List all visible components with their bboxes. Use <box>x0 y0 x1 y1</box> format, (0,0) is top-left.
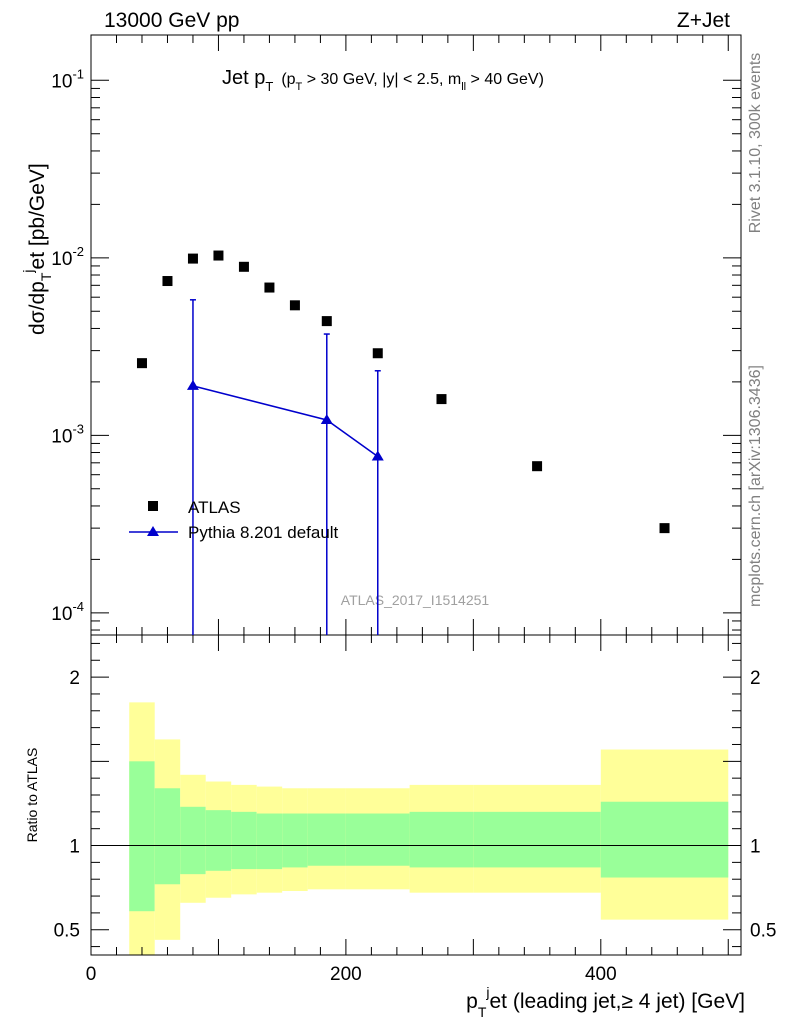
y-tick-label-ratio-right: 2 <box>750 668 761 689</box>
data-point <box>162 276 173 287</box>
mc-point <box>371 450 384 461</box>
x-tick-label: 400 <box>585 964 617 985</box>
y-tick-label-main: 10-3 <box>51 421 84 447</box>
legend-data-marker <box>148 501 158 511</box>
title-cut-close: > 40 GeV) <box>466 71 544 88</box>
inner-band-bin-5 <box>256 813 283 870</box>
title-main: Jet p <box>222 67 265 89</box>
header-left: 13000 GeV pp <box>104 9 239 32</box>
ratio-ylabel: Ratio to ATLAS <box>24 748 40 843</box>
legend-mc-marker <box>147 526 159 536</box>
data-point <box>136 358 147 369</box>
y-tick-label-ratio-right: 0.5 <box>750 921 776 942</box>
mc-point <box>320 413 333 424</box>
title-main-sub: T <box>265 79 273 94</box>
x-tick-label: 200 <box>330 964 362 985</box>
inner-band-bin-11 <box>600 801 729 878</box>
data-point <box>264 282 275 293</box>
data-point <box>238 261 249 272</box>
main-plot-frame <box>90 34 742 636</box>
legend-mc-label: Pythia 8.201 default <box>188 523 339 542</box>
header-right: Z+Jet <box>677 9 730 32</box>
y-tick-label-ratio-left: 2 <box>69 668 80 689</box>
inner-band-bin-0 <box>129 761 155 912</box>
x-tick-label: 0 <box>86 964 97 985</box>
mc-point <box>186 379 199 390</box>
y-tick-label-ratio-right: 1 <box>750 837 761 858</box>
inner-band-bin-8 <box>345 813 410 866</box>
y-tick-label-main: 10-4 <box>51 599 84 625</box>
title-cut-sub: T <box>296 81 303 93</box>
inner-band-bin-1 <box>154 788 181 885</box>
y-tick-label-ratio-left: 0.5 <box>54 921 80 942</box>
y-tick-label-ratio-left: 1 <box>69 837 80 858</box>
data-point <box>372 348 383 359</box>
analysis-watermark: ATLAS_2017_I1514251 <box>341 592 490 608</box>
svg-text:dσ/dpTjet [pb/GeV]: dσ/dpTjet [pb/GeV] <box>20 163 54 335</box>
y-tick-label-main: 10-1 <box>51 66 84 92</box>
inner-band-bin-10 <box>473 811 601 868</box>
data-series <box>136 250 670 534</box>
mcplots-label: mcplots.cern.ch [arXiv:1306.3436] <box>747 365 764 607</box>
mc-series <box>186 299 384 635</box>
rivet-label: Rivet 3.1.10, 300k events <box>747 53 764 234</box>
y-tick-label-main: 10-2 <box>51 244 84 270</box>
data-point <box>436 394 447 405</box>
inner-band-bin-4 <box>231 811 257 870</box>
axis-ticks <box>90 35 741 955</box>
data-point <box>321 316 332 327</box>
mc-line <box>192 385 379 458</box>
data-point <box>659 523 670 534</box>
data-point <box>213 250 224 261</box>
data-point <box>289 300 300 311</box>
inner-band-bin-9 <box>409 811 474 868</box>
title-cut-mid: > 30 GeV, |y| < 2.5, m <box>302 71 461 88</box>
main-ylabel: dσ/dpTjet [pb/GeV] <box>20 163 54 335</box>
inner-band-bin-3 <box>205 810 232 871</box>
inner-band-bin-2 <box>180 806 206 875</box>
ratio-bands <box>129 702 729 955</box>
title-cut-sub2: ll <box>461 81 466 93</box>
legend-data-label: ATLAS <box>188 498 241 517</box>
data-point <box>187 253 198 264</box>
title-cut-open: (p <box>281 71 295 88</box>
plot-title: Jet pT (pT > 30 GeV, |y| < 2.5, mll > 40 … <box>222 67 544 94</box>
inner-band-bin-7 <box>307 813 346 866</box>
inner-band-bin-6 <box>282 813 308 868</box>
tick-labels: 0 200 400 10-4 10-3 10-2 10-1 0.5 0.5 1 1 2 2 <box>51 66 776 985</box>
xlabel: pTjet (leading jet,≥ 4 jet) [GeV] <box>466 984 745 1020</box>
legend: ATLAS Pythia 8.201 default <box>129 498 339 542</box>
data-point <box>532 461 543 472</box>
